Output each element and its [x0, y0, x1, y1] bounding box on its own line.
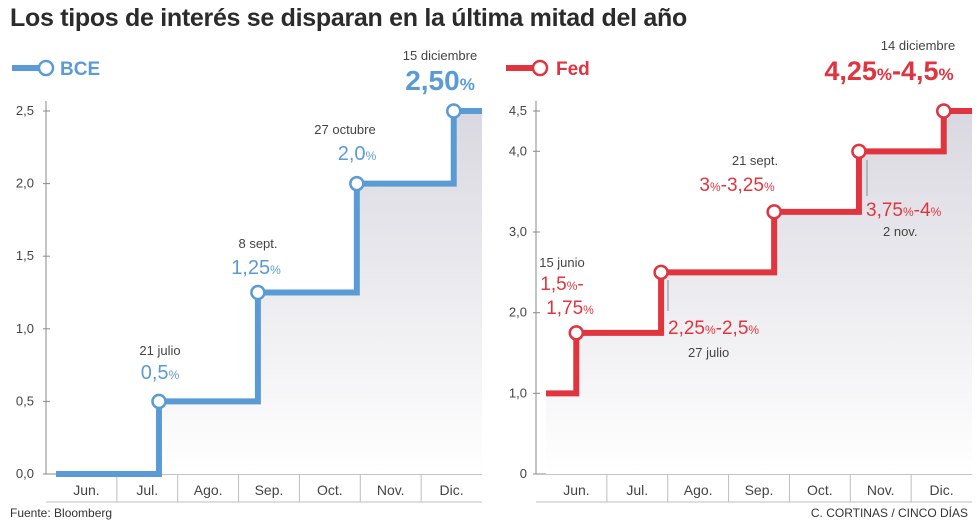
- bce-x-tick-label: Oct.: [317, 482, 343, 498]
- fed-x-tick-label: Sep.: [745, 482, 774, 498]
- fed-x-tick-label: Dic.: [930, 482, 954, 498]
- fed-data-point: [851, 143, 867, 160]
- fed-event-value: 3,75%-4%: [866, 200, 942, 221]
- bce-event-date: 21 julio: [139, 343, 180, 358]
- fed-x-tick-label: Ago.: [684, 482, 713, 498]
- bce-event-value: 1,25%: [231, 257, 281, 279]
- fed-x-tick-label: Nov.: [867, 482, 895, 498]
- bce-x-tick-label: Dic.: [440, 482, 464, 498]
- fed-event-value-part: 1,75: [546, 298, 583, 319]
- fed-event-value-part: %: [710, 180, 721, 194]
- fed-event-value-part: %: [583, 303, 594, 317]
- fed-event-value-part: %: [748, 323, 759, 337]
- fed-event-value-part: 3: [699, 175, 710, 196]
- bce-step-line: [56, 108, 482, 477]
- fed-area: [546, 111, 972, 474]
- fed-x-tick-label: Oct.: [807, 482, 833, 498]
- fed-event-date: 2 nov.: [883, 224, 917, 239]
- fed-event-value-part: -4,5: [892, 56, 939, 86]
- fed-event-date: 15 junio: [539, 255, 585, 270]
- bce-event-value: 0,5%: [141, 362, 180, 384]
- bce-event-value-part: 2,0: [338, 143, 366, 165]
- fed-data-point: [935, 103, 952, 119]
- footer-source: Fuente: Bloomberg: [10, 506, 113, 520]
- bce-y-tick-label: 1,5: [16, 248, 34, 263]
- bce-y-tick-label: 2,0: [16, 176, 34, 191]
- fed-event-value-part: 3,75: [866, 200, 903, 221]
- fed-data-point: [766, 204, 782, 220]
- fed-y-tick-label: 0: [520, 466, 527, 481]
- bce-x-tick-label: Jul.: [136, 482, 158, 498]
- fed-event-date: 27 julio: [688, 345, 729, 360]
- fed-panel: 0 1,0 2,0 3,0 4,0 4,5 Jun. Jul. Ago. Sep. Oct. Nov.…: [506, 38, 972, 503]
- fed-y-tick-label: 4,5: [509, 103, 527, 118]
- bce-event-value-part: %: [169, 368, 180, 382]
- fed-step-line: [546, 108, 972, 397]
- fed-data-point: [568, 325, 585, 341]
- fed-y-tick-label: 3,0: [509, 224, 527, 239]
- bce-event-date: 15 diciembre: [403, 48, 477, 63]
- fed-event-value: 2,25%-2,5%: [668, 318, 759, 339]
- fed-legend-label: Fed: [556, 59, 590, 80]
- bce-event-value: 2,0%: [338, 143, 377, 165]
- fed-event-value-part: 1,5: [540, 274, 566, 295]
- bce-event-date: 8 sept.: [238, 236, 277, 251]
- fed-event-value-part: %: [764, 180, 775, 194]
- fed-event-value-part: %: [939, 65, 954, 84]
- bce-event-value-part: %: [270, 263, 281, 277]
- bce-data-point: [349, 175, 365, 192]
- fed-data-point: [653, 264, 669, 281]
- fed-event-value-part: %: [877, 65, 892, 84]
- fed-event-value-part: 2,25: [668, 318, 705, 339]
- bce-data-point: [151, 393, 167, 410]
- fed-y-tick-label: 2,0: [509, 305, 527, 320]
- fed-event-value-part: -: [577, 274, 583, 295]
- bce-y-tick-label: 1,0: [16, 321, 34, 336]
- bce-data-point: [250, 284, 266, 301]
- fed-event-value-part: 4,25: [824, 56, 877, 86]
- bce-event-date: 27 octubre: [314, 122, 375, 137]
- fed-event-value-part: %: [931, 205, 942, 219]
- bce-x-tick-label: Nov.: [377, 482, 405, 498]
- bce-x-tick-label: Sep.: [255, 482, 284, 498]
- fed-event-value-part: %: [903, 205, 914, 219]
- fed-y-tick-label: 4,0: [509, 143, 527, 158]
- fed-event-value-part: -2,5: [716, 318, 749, 339]
- fed-event-value: 1,75%: [546, 298, 594, 319]
- bce-x-tick-label: Jun.: [73, 482, 99, 498]
- fed-event-value-part: -3,25: [721, 175, 764, 196]
- bce-event-value: 2,50%: [405, 65, 475, 96]
- fed-event-value-part: -4: [914, 200, 931, 221]
- fed-event-value-part: %: [567, 279, 578, 293]
- bce-event-value-part: 0,5: [141, 362, 169, 384]
- fed-event-date: 14 diciembre: [881, 38, 955, 53]
- bce-data-point: [445, 103, 462, 119]
- fed-event-value: 1,5%-: [540, 274, 583, 295]
- fed-x-tick-label: Jul.: [626, 482, 648, 498]
- fed-y-tick-label: 1,0: [509, 385, 527, 400]
- bce-event-value-part: 1,25: [231, 257, 270, 279]
- bce-legend-marker: [37, 59, 55, 77]
- bce-event-value-part: 2,50: [405, 65, 460, 96]
- fed-event-date: 21 sept.: [732, 153, 778, 168]
- bce-panel: 0,0 0,5 1,0 1,5 2,0 2,5 Jun. Jul. Ago. Sep. Oct. No…: [12, 48, 482, 503]
- fed-x-tick-label: Jun.: [563, 482, 589, 498]
- bce-y-tick-label: 0,5: [16, 393, 34, 408]
- fed-event-value-part: %: [705, 323, 716, 337]
- fed-legend-marker: [531, 59, 549, 77]
- bce-y-tick-label: 0,0: [16, 466, 34, 481]
- fed-event-value: 4,25%-4,5%: [824, 56, 953, 86]
- bce-legend-label: BCE: [60, 59, 100, 80]
- footer-credit: C. CORTINAS / CINCO DÍAS: [810, 506, 968, 520]
- bce-event-value-part: %: [366, 149, 377, 163]
- chart-headline: Los tipos de interés se disparan en la ú…: [10, 4, 687, 32]
- fed-event-value: 3%-3,25%: [699, 175, 775, 196]
- bce-event-value-part: %: [460, 75, 475, 94]
- bce-y-tick-label: 2,5: [16, 103, 34, 118]
- bce-x-tick-label: Ago.: [194, 482, 223, 498]
